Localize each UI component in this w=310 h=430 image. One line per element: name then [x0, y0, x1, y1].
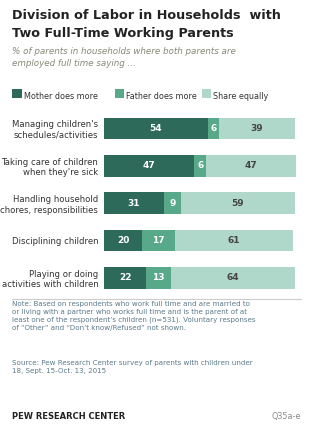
Text: Source: Pew Research Center survey of parents with children under
18, Sept. 15-O: Source: Pew Research Center survey of pa… — [12, 360, 253, 374]
Text: 47: 47 — [245, 161, 258, 170]
Text: % of parents in households where both parents are
employed full time saying ...: % of parents in households where both pa… — [12, 47, 236, 68]
Text: Note: Based on respondents who work full time and are married to
or living with : Note: Based on respondents who work full… — [12, 301, 256, 331]
Bar — [104, 192, 164, 214]
Text: 22: 22 — [119, 273, 131, 283]
Text: 9: 9 — [169, 199, 175, 208]
Bar — [164, 192, 181, 214]
Bar — [142, 230, 175, 252]
Bar — [206, 155, 296, 177]
Bar — [146, 267, 171, 289]
Bar — [104, 267, 146, 289]
Text: 59: 59 — [231, 199, 244, 208]
Text: Share equally: Share equally — [213, 92, 268, 101]
Text: Father does more: Father does more — [126, 92, 197, 101]
Text: 47: 47 — [143, 161, 156, 170]
Text: 54: 54 — [149, 124, 162, 133]
Text: 20: 20 — [117, 236, 129, 245]
Text: 6: 6 — [197, 161, 203, 170]
Bar — [181, 192, 294, 214]
Bar — [219, 117, 294, 139]
Text: Mother does more: Mother does more — [24, 92, 98, 101]
Bar — [175, 230, 293, 252]
Bar — [194, 155, 206, 177]
Text: Q35a-e: Q35a-e — [271, 412, 301, 421]
Bar — [208, 117, 219, 139]
Text: 39: 39 — [251, 124, 263, 133]
Text: 64: 64 — [227, 273, 239, 283]
Text: Two Full-Time Working Parents: Two Full-Time Working Parents — [12, 27, 234, 40]
Bar — [104, 230, 142, 252]
Bar — [104, 117, 208, 139]
Bar — [104, 155, 194, 177]
Bar — [171, 267, 294, 289]
Text: Division of Labor in Households  with: Division of Labor in Households with — [12, 9, 281, 22]
Text: 13: 13 — [153, 273, 165, 283]
Text: 17: 17 — [153, 236, 165, 245]
Text: PEW RESEARCH CENTER: PEW RESEARCH CENTER — [12, 412, 126, 421]
Text: 61: 61 — [228, 236, 240, 245]
Text: 31: 31 — [127, 199, 140, 208]
Text: 6: 6 — [210, 124, 217, 133]
